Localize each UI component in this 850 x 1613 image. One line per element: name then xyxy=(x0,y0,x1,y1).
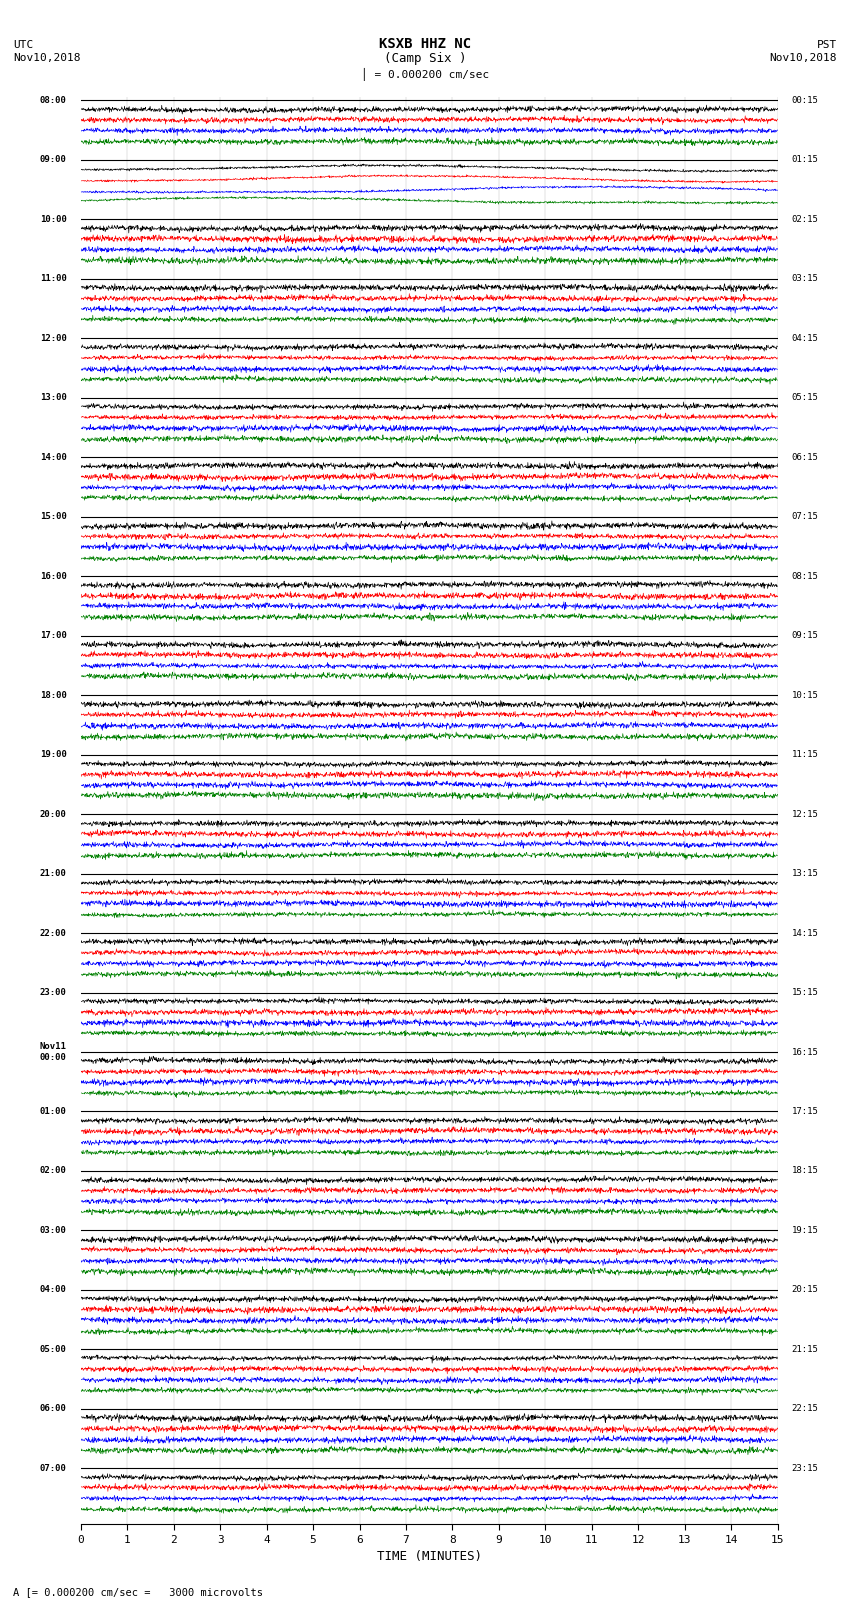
Text: 16:15: 16:15 xyxy=(791,1047,819,1057)
Text: A [= 0.000200 cm/sec =   3000 microvolts: A [= 0.000200 cm/sec = 3000 microvolts xyxy=(13,1587,263,1597)
Text: 13:00: 13:00 xyxy=(40,394,67,402)
Text: 17:15: 17:15 xyxy=(791,1107,819,1116)
Text: 23:00: 23:00 xyxy=(40,989,67,997)
Text: UTC: UTC xyxy=(13,40,33,50)
Text: PST: PST xyxy=(817,40,837,50)
Text: 21:15: 21:15 xyxy=(791,1345,819,1353)
Text: 04:15: 04:15 xyxy=(791,334,819,344)
Text: 02:00: 02:00 xyxy=(40,1166,67,1176)
Text: 22:15: 22:15 xyxy=(791,1405,819,1413)
Text: 06:15: 06:15 xyxy=(791,453,819,461)
Text: 01:15: 01:15 xyxy=(791,155,819,165)
Text: 05:15: 05:15 xyxy=(791,394,819,402)
Text: 01:00: 01:00 xyxy=(40,1107,67,1116)
Text: 00:15: 00:15 xyxy=(791,95,819,105)
Text: 05:00: 05:00 xyxy=(40,1345,67,1353)
Text: 08:15: 08:15 xyxy=(791,571,819,581)
Text: 22:00: 22:00 xyxy=(40,929,67,937)
Text: 19:00: 19:00 xyxy=(40,750,67,760)
Text: 10:00: 10:00 xyxy=(40,215,67,224)
Text: 23:15: 23:15 xyxy=(791,1465,819,1473)
Text: 15:15: 15:15 xyxy=(791,989,819,997)
Text: 09:15: 09:15 xyxy=(791,631,819,640)
Text: 18:00: 18:00 xyxy=(40,690,67,700)
Text: 18:15: 18:15 xyxy=(791,1166,819,1176)
Text: 03:00: 03:00 xyxy=(40,1226,67,1236)
Text: 12:15: 12:15 xyxy=(791,810,819,819)
Text: 14:15: 14:15 xyxy=(791,929,819,937)
Text: 08:00: 08:00 xyxy=(40,95,67,105)
Text: Nov10,2018: Nov10,2018 xyxy=(13,53,80,63)
Text: 07:15: 07:15 xyxy=(791,513,819,521)
Text: (Camp Six ): (Camp Six ) xyxy=(383,52,467,65)
Text: 14:00: 14:00 xyxy=(40,453,67,461)
Text: 20:00: 20:00 xyxy=(40,810,67,819)
Text: 12:00: 12:00 xyxy=(40,334,67,344)
Text: 19:15: 19:15 xyxy=(791,1226,819,1236)
Text: 04:00: 04:00 xyxy=(40,1286,67,1295)
Text: 13:15: 13:15 xyxy=(791,869,819,877)
Text: 20:15: 20:15 xyxy=(791,1286,819,1295)
Text: 11:00: 11:00 xyxy=(40,274,67,284)
Text: 16:00: 16:00 xyxy=(40,571,67,581)
Text: 17:00: 17:00 xyxy=(40,631,67,640)
Text: 03:15: 03:15 xyxy=(791,274,819,284)
Text: 02:15: 02:15 xyxy=(791,215,819,224)
Text: 09:00: 09:00 xyxy=(40,155,67,165)
Text: 10:15: 10:15 xyxy=(791,690,819,700)
Text: KSXB HHZ NC: KSXB HHZ NC xyxy=(379,37,471,52)
X-axis label: TIME (MINUTES): TIME (MINUTES) xyxy=(377,1550,482,1563)
Text: 11:15: 11:15 xyxy=(791,750,819,760)
Text: Nov10,2018: Nov10,2018 xyxy=(770,53,837,63)
Text: │ = 0.000200 cm/sec: │ = 0.000200 cm/sec xyxy=(361,68,489,81)
Text: 07:00: 07:00 xyxy=(40,1465,67,1473)
Text: 06:00: 06:00 xyxy=(40,1405,67,1413)
Text: 21:00: 21:00 xyxy=(40,869,67,877)
Text: 15:00: 15:00 xyxy=(40,513,67,521)
Text: Nov11
00:00: Nov11 00:00 xyxy=(40,1042,67,1061)
